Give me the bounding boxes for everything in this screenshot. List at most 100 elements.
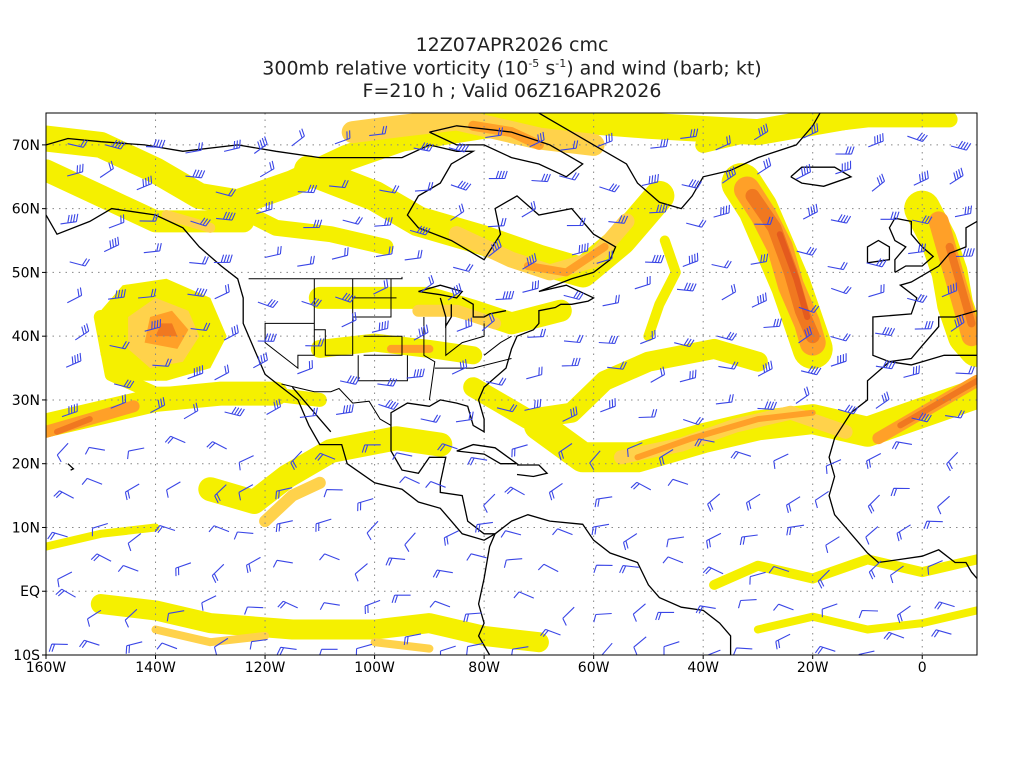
wind-barb — [108, 289, 126, 300]
wind-barb — [404, 532, 416, 552]
wind-barb — [529, 131, 545, 148]
vort-trough-europe-max — [945, 242, 976, 328]
vort-band-central-atlantic — [643, 235, 681, 342]
wind-barb — [57, 571, 73, 588]
wind-barb — [437, 443, 458, 452]
wind-barb — [127, 533, 142, 552]
title-line-1: 12Z07APR2026 cmc — [415, 34, 609, 56]
wind-barb — [60, 213, 79, 225]
wind-barb — [866, 258, 887, 268]
political-border — [248, 276, 403, 280]
wind-barb — [955, 366, 975, 375]
vort-band-atlantic-subtrop-core — [634, 409, 816, 461]
wind-barb — [763, 318, 782, 329]
wind-barb — [858, 650, 875, 655]
wind-barb — [276, 646, 297, 655]
wind-barb — [931, 629, 952, 638]
wind-barb — [662, 556, 684, 564]
wind-barb — [711, 260, 732, 269]
wind-barb — [496, 404, 518, 413]
wind-barb — [676, 282, 697, 292]
wind-barb — [48, 643, 68, 652]
wind-barb — [339, 375, 361, 385]
wind-barb — [785, 496, 801, 514]
wind-barb — [190, 217, 211, 227]
longitude-label: 0 — [918, 660, 927, 676]
wind-barb — [56, 442, 69, 463]
wind-barb — [154, 524, 176, 534]
wind-barb — [206, 441, 227, 450]
wind-barb — [680, 128, 699, 139]
wind-barb — [632, 603, 646, 622]
wind-barb — [630, 481, 652, 491]
vort-band-equatorial — [90, 594, 549, 653]
wind-barb — [67, 163, 84, 177]
wind-barb — [694, 438, 715, 447]
wind-barb — [138, 288, 157, 299]
wind-barb — [201, 595, 217, 611]
wind-barb — [55, 588, 76, 598]
wind-barb — [800, 365, 822, 376]
wind-barb — [156, 642, 178, 650]
wind-barb — [214, 364, 230, 381]
coastlines — [46, 113, 977, 655]
coastline — [889, 354, 977, 366]
wind-barb — [907, 132, 928, 143]
wind-barb — [425, 480, 446, 488]
wind-barb — [663, 641, 680, 655]
wind-barb — [596, 250, 613, 264]
coastline — [494, 514, 732, 655]
wind-barb — [858, 609, 879, 619]
wind-barb — [413, 324, 429, 341]
wind-barb — [213, 637, 229, 655]
wind-barb — [371, 320, 389, 333]
wind-barb — [463, 612, 482, 623]
wind-barb — [866, 453, 882, 469]
wind-barb — [253, 352, 268, 369]
wind-barb — [745, 493, 761, 511]
wind-barb — [249, 638, 268, 650]
wind-barb — [355, 643, 373, 655]
wind-barb — [105, 139, 126, 150]
wind-barb — [439, 645, 456, 655]
wind-barb — [136, 175, 153, 191]
wind-barb — [927, 560, 943, 575]
wind-barb — [84, 446, 105, 455]
political-border — [363, 335, 403, 356]
wind-barb — [730, 450, 752, 460]
wind-barb — [718, 361, 739, 370]
wind-barb — [883, 631, 905, 641]
wind-barb — [950, 140, 972, 151]
wind-barb — [537, 563, 559, 573]
wind-barb — [666, 536, 685, 548]
coastline — [456, 443, 520, 465]
wind-barb — [821, 603, 838, 618]
longitude-label: 80W — [468, 660, 500, 676]
wind-barb — [706, 649, 721, 655]
wind-barb — [264, 246, 282, 259]
coastline — [537, 113, 821, 210]
wind-barb — [562, 606, 575, 626]
wind-barb — [599, 183, 620, 193]
wind-barb — [593, 612, 612, 623]
wind-barb — [721, 166, 737, 184]
wind-barb — [189, 256, 209, 265]
wind-barb — [238, 455, 254, 471]
wind-barb — [175, 562, 192, 577]
wind-barb — [145, 139, 166, 148]
wind-barb — [548, 482, 563, 501]
wind-barb — [481, 312, 495, 332]
wind-barb — [500, 530, 522, 538]
wind-barb — [716, 331, 738, 341]
latitude-label: 10S — [13, 648, 40, 664]
wind-barb — [291, 128, 305, 147]
vort-band-south-atlantic — [753, 606, 977, 634]
wind-barb — [244, 606, 264, 615]
wind-barb — [946, 451, 959, 472]
vorticity-shading — [46, 113, 977, 653]
wind-barb — [448, 142, 470, 153]
coastline — [390, 425, 496, 535]
wind-barb — [640, 329, 656, 345]
wind-barb — [117, 564, 139, 573]
wind-barb — [67, 139, 88, 148]
